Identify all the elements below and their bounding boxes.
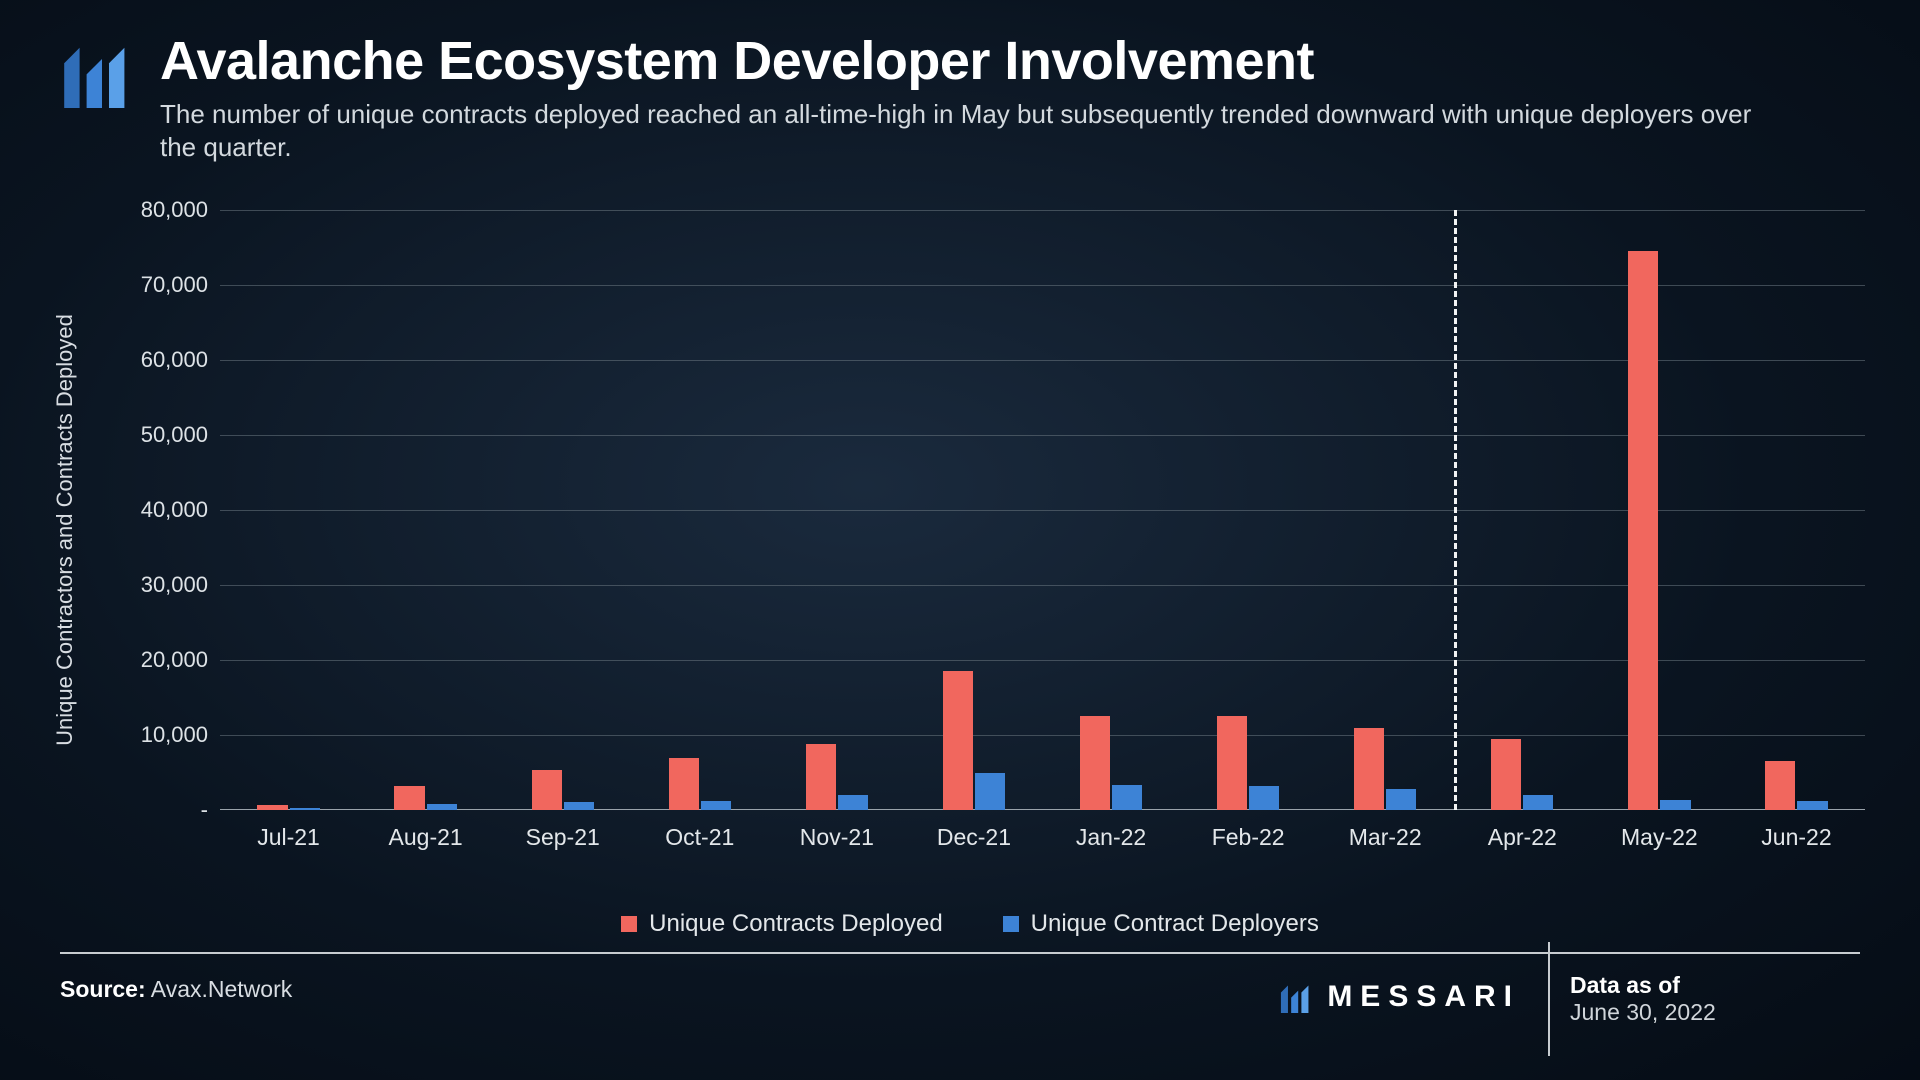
x-tick-label: Jul-21 bbox=[257, 824, 320, 851]
y-tick-label: 70,000 bbox=[141, 272, 208, 298]
gridline bbox=[220, 210, 1865, 211]
bar bbox=[1523, 795, 1553, 810]
data-as-of-value: June 30, 2022 bbox=[1570, 999, 1860, 1026]
bar bbox=[394, 786, 424, 810]
y-axis-label: Unique Contractors and Contracts Deploye… bbox=[52, 314, 78, 746]
bar bbox=[1217, 716, 1247, 810]
y-tick-label: 60,000 bbox=[141, 347, 208, 373]
x-axis-baseline bbox=[220, 809, 1865, 810]
x-tick-label: Feb-22 bbox=[1212, 824, 1285, 851]
footer-brand: MESSARI bbox=[1277, 980, 1520, 1014]
y-tick-label: 40,000 bbox=[141, 497, 208, 523]
x-tick-label: May-22 bbox=[1621, 824, 1698, 851]
plot-region: -10,00020,00030,00040,00050,00060,00070,… bbox=[220, 210, 1865, 810]
y-tick-label: 80,000 bbox=[141, 197, 208, 223]
bar bbox=[975, 773, 1005, 811]
x-tick-label: Nov-21 bbox=[800, 824, 874, 851]
gridline bbox=[220, 285, 1865, 286]
x-tick-label: Dec-21 bbox=[937, 824, 1011, 851]
bar bbox=[257, 805, 287, 810]
y-tick-label: 50,000 bbox=[141, 422, 208, 448]
bar bbox=[701, 801, 731, 810]
bar bbox=[1491, 739, 1521, 810]
bar bbox=[290, 808, 320, 810]
bar bbox=[669, 758, 699, 811]
title-block: Avalanche Ecosystem Developer Involvemen… bbox=[160, 30, 1860, 163]
bar bbox=[1765, 761, 1795, 810]
legend-item: Unique Contracts Deployed bbox=[621, 910, 943, 938]
bar bbox=[427, 804, 457, 810]
footer: Source: Avax.Network MESSARI Data as of … bbox=[60, 952, 1860, 1052]
x-tick-label: Jan-22 bbox=[1076, 824, 1146, 851]
bar bbox=[1112, 785, 1142, 810]
chart-area: Unique Contractors and Contracts Deploye… bbox=[75, 210, 1865, 850]
x-tick-label: Sep-21 bbox=[526, 824, 600, 851]
x-tick-label: Apr-22 bbox=[1488, 824, 1557, 851]
bar bbox=[943, 671, 973, 810]
bar bbox=[564, 802, 594, 810]
bar bbox=[1386, 789, 1416, 810]
y-tick-label: 20,000 bbox=[141, 647, 208, 673]
bar bbox=[1797, 801, 1827, 810]
legend-item: Unique Contract Deployers bbox=[1003, 910, 1319, 938]
y-tick-label: 10,000 bbox=[141, 722, 208, 748]
messari-logo-icon bbox=[1277, 981, 1313, 1013]
legend: Unique Contracts Deployed Unique Contrac… bbox=[75, 910, 1865, 938]
quarter-divider bbox=[1454, 210, 1457, 810]
source-label: Source: bbox=[60, 976, 146, 1002]
chart-title: Avalanche Ecosystem Developer Involvemen… bbox=[160, 30, 1860, 92]
legend-swatch bbox=[1003, 916, 1019, 932]
data-as-of: Data as of June 30, 2022 bbox=[1570, 972, 1860, 1026]
x-tick-label: Oct-21 bbox=[665, 824, 734, 851]
footer-divider bbox=[1548, 942, 1550, 1056]
gridline bbox=[220, 510, 1865, 511]
bar bbox=[1249, 786, 1279, 810]
footer-brand-text: MESSARI bbox=[1327, 980, 1520, 1014]
x-tick-label: Mar-22 bbox=[1349, 824, 1422, 851]
x-tick-label: Aug-21 bbox=[389, 824, 463, 851]
x-tick-label: Jun-22 bbox=[1761, 824, 1831, 851]
bar bbox=[1080, 716, 1110, 810]
bar bbox=[838, 795, 868, 810]
source-line: Source: Avax.Network bbox=[60, 976, 292, 1003]
messari-logo-icon bbox=[60, 38, 130, 108]
y-tick-label: 30,000 bbox=[141, 572, 208, 598]
bar bbox=[1354, 728, 1384, 811]
bar bbox=[532, 770, 562, 810]
legend-swatch bbox=[621, 916, 637, 932]
data-as-of-label: Data as of bbox=[1570, 972, 1860, 999]
gridline bbox=[220, 735, 1865, 736]
bar bbox=[1660, 800, 1690, 810]
bar bbox=[1628, 251, 1658, 810]
gridline bbox=[220, 660, 1865, 661]
legend-label: Unique Contract Deployers bbox=[1031, 910, 1319, 938]
bar bbox=[806, 744, 836, 810]
chart-subtitle: The number of unique contracts deployed … bbox=[160, 98, 1760, 163]
gridline bbox=[220, 435, 1865, 436]
gridline bbox=[220, 585, 1865, 586]
source-value: Avax.Network bbox=[151, 976, 292, 1002]
y-tick-label: - bbox=[201, 797, 208, 823]
header: Avalanche Ecosystem Developer Involvemen… bbox=[60, 30, 1860, 163]
gridline bbox=[220, 360, 1865, 361]
legend-label: Unique Contracts Deployed bbox=[649, 910, 943, 938]
